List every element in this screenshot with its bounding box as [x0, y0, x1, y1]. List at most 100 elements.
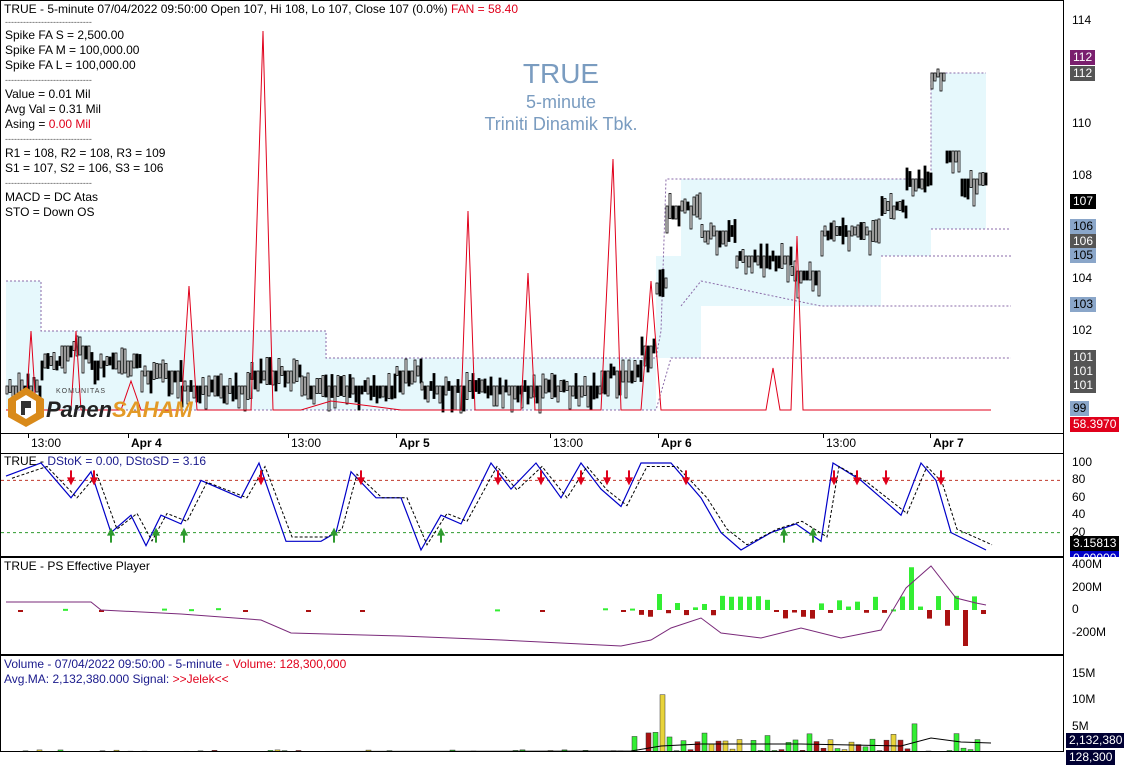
- price-candle: [475, 381, 477, 392]
- price-candle: [457, 380, 459, 393]
- time-tick: [823, 434, 824, 438]
- price-candle: [136, 354, 138, 368]
- buy-arrow-icon: [780, 528, 788, 543]
- volume-bar: [961, 748, 966, 752]
- buy-arrow-icon: [180, 528, 188, 543]
- ps-bar: [162, 609, 167, 611]
- price-pane[interactable]: TRUE - 5-minute 07/04/2022 09:50:00 Open…: [0, 0, 1064, 434]
- price-candle: [322, 376, 324, 397]
- ps-effective-player-pane[interactable]: TRUE - PS Effective Player: [0, 557, 1064, 655]
- stochastic-pane[interactable]: TRUE - DStoK = 0.00, DStoSD = 3.16: [0, 453, 1064, 557]
- price-candle: [690, 206, 692, 229]
- price-candle: [153, 363, 155, 380]
- price-candle: [918, 170, 920, 188]
- price-candle: [97, 361, 99, 380]
- price-candle: [174, 371, 176, 382]
- time-tick: [396, 434, 397, 438]
- price-candle: [775, 256, 777, 271]
- price-candle: [845, 226, 847, 237]
- price-candle: [937, 69, 939, 77]
- price-candle: [769, 256, 771, 269]
- price-marker: 99: [1070, 401, 1089, 416]
- price-candle: [439, 386, 441, 403]
- price-candle: [421, 382, 423, 390]
- spike-m: Spike FA M = 100,000.00: [5, 43, 165, 58]
- price-candle: [82, 346, 84, 373]
- ps-bar: [720, 596, 725, 610]
- volume-bar: [814, 742, 819, 752]
- price-candle: [505, 380, 507, 392]
- price-band: [681, 179, 881, 306]
- price-candle: [890, 194, 892, 219]
- price-axis[interactable]: 1141121101081061041021001121121071061061…: [1064, 0, 1124, 434]
- price-candle: [578, 386, 580, 406]
- ps-bar: [864, 610, 869, 613]
- price-candle: [666, 206, 668, 233]
- price-candle: [56, 361, 58, 370]
- price-candle: [424, 386, 426, 399]
- time-tick: [28, 434, 29, 438]
- stochastic-tick-label: 60: [1072, 491, 1085, 503]
- price-candle: [881, 197, 883, 216]
- price-candle: [675, 206, 677, 219]
- price-candle: [130, 361, 132, 376]
- price-candle: [833, 221, 835, 241]
- ps-bar: [729, 597, 734, 610]
- price-candle: [343, 376, 345, 397]
- price-candle: [979, 173, 981, 185]
- price-candle: [266, 358, 268, 385]
- price-candle: [905, 206, 907, 218]
- price-candle: [731, 226, 733, 237]
- price-candle: [878, 219, 880, 243]
- panensaham-logo: KOMUNITAS PanenSAHAM: [4, 385, 224, 429]
- volume-signal: >>Jelek<<: [173, 672, 229, 686]
- price-candle: [921, 179, 923, 189]
- price-candle: [613, 367, 615, 375]
- stochastic-tick-label: 40: [1072, 508, 1085, 520]
- price-candle: [296, 361, 298, 382]
- volume-bar: [954, 734, 959, 752]
- price-candle: [156, 364, 158, 379]
- price-candle: [388, 374, 390, 399]
- price-tick-label: 114: [1072, 14, 1091, 26]
- price-candle: [530, 386, 532, 398]
- price-candle: [281, 367, 283, 376]
- volume-bar: [709, 744, 714, 752]
- price-candle: [162, 360, 164, 382]
- price-candle: [247, 373, 249, 400]
- price-candle: [909, 172, 911, 187]
- time-tick: [550, 434, 551, 438]
- price-candle: [713, 226, 715, 236]
- price-candle: [370, 386, 372, 400]
- volume-tick-label: 15M: [1072, 667, 1095, 679]
- price-candle: [257, 371, 259, 391]
- price-candle: [100, 354, 102, 368]
- price-candle: [681, 201, 683, 211]
- price-marker: 58.3970: [1070, 417, 1119, 432]
- ps-bar: [846, 607, 851, 610]
- price-candle: [508, 386, 510, 395]
- ps-bar: [189, 609, 194, 611]
- price-candle: [238, 386, 240, 408]
- price-candle: [784, 256, 786, 264]
- price-candle: [931, 73, 933, 89]
- price-candle: [293, 359, 295, 383]
- price-candle: [53, 353, 55, 370]
- volume-bar: [751, 740, 756, 752]
- price-candle: [417, 366, 419, 376]
- price-marker: 103: [1070, 297, 1096, 312]
- price-candle: [536, 386, 538, 403]
- price-candle: [701, 225, 703, 238]
- volume-bar: [835, 749, 840, 752]
- ps-bar: [819, 603, 824, 610]
- volume-pane[interactable]: Volume - 07/04/2022 09:50:00 - 5-minute …: [0, 655, 1064, 752]
- price-candle: [581, 386, 583, 397]
- price-candle: [751, 256, 753, 273]
- price-candle: [436, 386, 438, 394]
- price-candle: [869, 231, 871, 255]
- chart-info: TRUE - 5-minute 07/04/2022 09:50:00 Open…: [4, 3, 518, 16]
- price-candle: [872, 221, 874, 242]
